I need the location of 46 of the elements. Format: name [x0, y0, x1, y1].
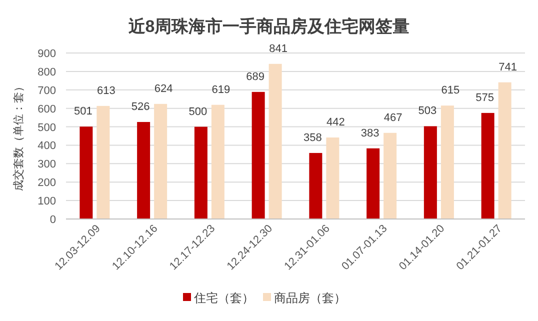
data-label: 501 — [74, 106, 92, 118]
data-label: 358 — [304, 132, 322, 144]
y-tick-label: 0 — [50, 214, 56, 226]
y-tick-label: 400 — [38, 140, 56, 152]
bar — [194, 126, 208, 219]
y-axis-title: 成交套数（单位：套） — [12, 81, 25, 191]
data-label: 619 — [212, 84, 230, 96]
y-tick-label: 700 — [38, 84, 56, 97]
chart-title: 近8周珠海市一手商品房及住宅网签量 — [127, 17, 410, 36]
data-label: 503 — [418, 105, 437, 118]
data-label: 615 — [441, 84, 460, 97]
bar — [384, 132, 397, 219]
data-label: 442 — [326, 116, 345, 128]
bar — [268, 64, 282, 219]
legend-label: 商品房（套） — [274, 291, 346, 305]
bar — [440, 106, 454, 219]
bar — [154, 104, 168, 219]
data-label: 613 — [97, 84, 116, 97]
data-label: 383 — [360, 127, 380, 140]
data-label: 689 — [246, 70, 264, 83]
y-tick-label: 800 — [38, 66, 56, 78]
bar — [498, 82, 512, 219]
y-tick-label: 900 — [38, 48, 56, 60]
bar — [366, 148, 380, 219]
bar — [252, 92, 265, 219]
bar — [211, 104, 224, 219]
y-tick-label: 100 — [38, 196, 56, 208]
bar — [96, 106, 110, 219]
data-label: 624 — [154, 82, 173, 95]
y-tick-label: 500 — [38, 122, 56, 134]
y-tick-label: 200 — [38, 177, 56, 190]
bar — [137, 122, 150, 219]
legend-label: 住宅（套） — [193, 291, 254, 305]
data-label: 741 — [498, 61, 517, 74]
data-label: 841 — [269, 42, 288, 55]
bar — [309, 152, 322, 219]
bar — [481, 112, 494, 219]
y-tick-label: 300 — [38, 158, 56, 171]
data-label: 467 — [384, 112, 402, 124]
y-tick-label: 600 — [38, 103, 56, 116]
bar — [326, 137, 340, 219]
data-label: 575 — [476, 92, 494, 104]
data-label: 500 — [188, 106, 208, 118]
data-label: 526 — [131, 100, 150, 113]
bar — [424, 126, 437, 219]
bar — [80, 126, 93, 219]
